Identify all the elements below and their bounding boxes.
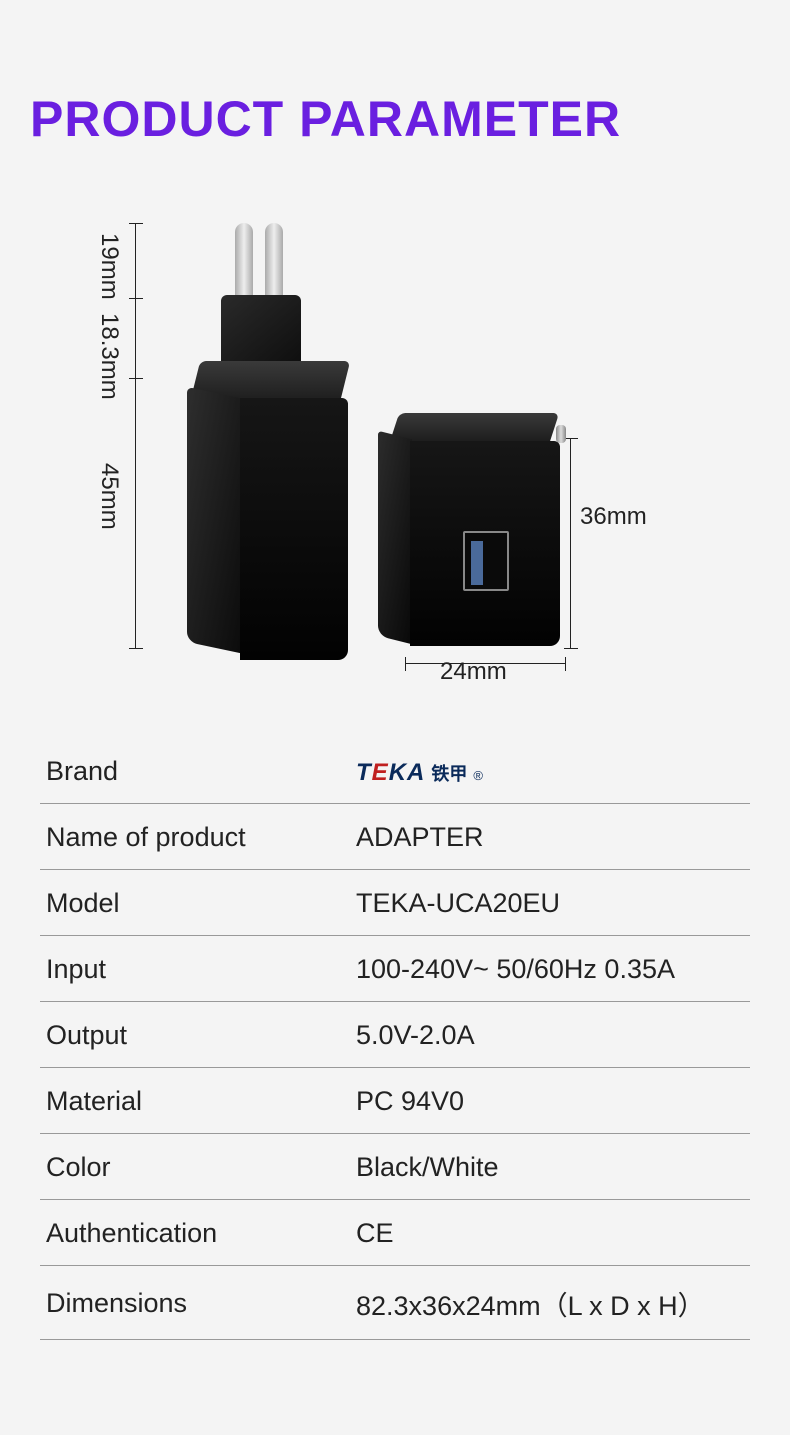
spec-label: Authentication — [40, 1200, 350, 1266]
table-row: Input100-240V~ 50/60Hz 0.35A — [40, 936, 750, 1002]
product-illustration-usb-face — [380, 413, 580, 648]
table-row: BrandTEKA铁甲 ® — [40, 738, 750, 804]
spec-label: Input — [40, 936, 350, 1002]
spec-label: Model — [40, 870, 350, 936]
spec-value: 5.0V-2.0A — [350, 1002, 750, 1068]
spec-label: Brand — [40, 738, 350, 804]
table-row: Output5.0V-2.0A — [40, 1002, 750, 1068]
table-row: MaterialPC 94V0 — [40, 1068, 750, 1134]
brand-wordmark: TEKA — [356, 759, 425, 787]
spec-value: TEKA-UCA20EU — [350, 870, 750, 936]
table-row: ColorBlack/White — [40, 1134, 750, 1200]
dim-label-neck: 18.3mm — [95, 313, 123, 400]
dim-label-side-h: 36mm — [580, 503, 647, 531]
spec-value: 82.3x36x24mm（L x D x H） — [350, 1266, 750, 1340]
table-row: AuthenticationCE — [40, 1200, 750, 1266]
spec-value: ADAPTER — [350, 804, 750, 870]
spec-value: Black/White — [350, 1134, 750, 1200]
dim-label-side-w: 24mm — [440, 658, 507, 686]
table-row: ModelTEKA-UCA20EU — [40, 870, 750, 936]
product-dimension-diagram: 19mm 18.3mm 45mm 36mm 24mm — [35, 208, 755, 708]
dim-label-body-h: 45mm — [95, 463, 123, 530]
spec-label: Color — [40, 1134, 350, 1200]
spec-value: 100-240V~ 50/60Hz 0.35A — [350, 936, 750, 1002]
spec-label: Material — [40, 1068, 350, 1134]
product-illustration-standing — [185, 223, 355, 648]
brand-logo: TEKA铁甲 ® — [356, 759, 483, 787]
table-row: Dimensions82.3x36x24mm（L x D x H） — [40, 1266, 750, 1340]
spec-label: Name of product — [40, 804, 350, 870]
brand-cn: 铁甲 — [431, 760, 467, 786]
page-title: PRODUCT PARAMETER — [30, 90, 760, 148]
dim-label-prong: 19mm — [95, 233, 123, 300]
spec-value: TEKA铁甲 ® — [350, 738, 750, 804]
registered-mark-icon: ® — [473, 768, 483, 783]
usb-port-icon — [463, 531, 509, 591]
spec-value: PC 94V0 — [350, 1068, 750, 1134]
table-row: Name of productADAPTER — [40, 804, 750, 870]
spec-label: Dimensions — [40, 1266, 350, 1340]
spec-label: Output — [40, 1002, 350, 1068]
spec-value: CE — [350, 1200, 750, 1266]
spec-table: BrandTEKA铁甲®Name of productADAPTERModelT… — [40, 738, 750, 1340]
